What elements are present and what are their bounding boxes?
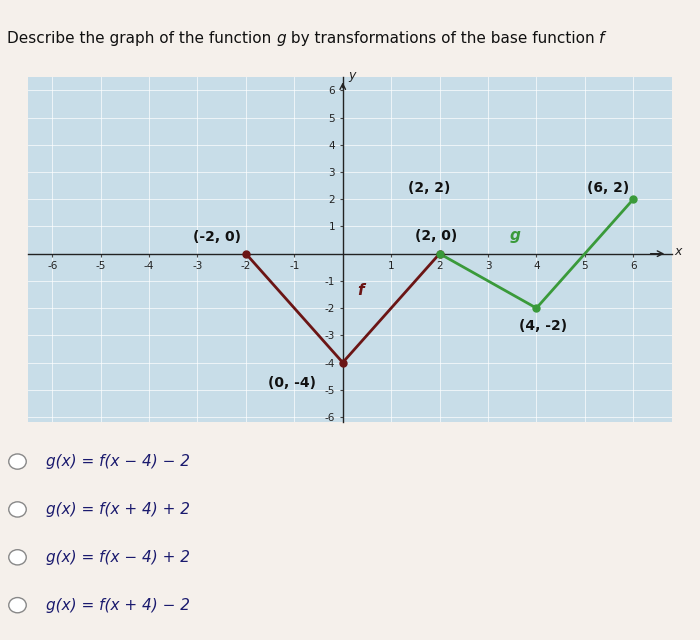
Text: Describe the graph of the function: Describe the graph of the function xyxy=(7,31,276,46)
Text: g(x) = f(x − 4) + 2: g(x) = f(x − 4) + 2 xyxy=(46,550,190,565)
Text: x: x xyxy=(674,245,682,258)
Text: (6, 2): (6, 2) xyxy=(587,182,629,195)
Text: g: g xyxy=(276,31,286,46)
Ellipse shape xyxy=(8,598,27,613)
Ellipse shape xyxy=(8,454,27,469)
Text: f: f xyxy=(599,31,605,46)
Text: (0, -4): (0, -4) xyxy=(267,376,316,390)
Text: (2, 2): (2, 2) xyxy=(408,182,451,195)
Text: g: g xyxy=(510,228,521,243)
Text: g(x) = f(x − 4) − 2: g(x) = f(x − 4) − 2 xyxy=(46,454,190,469)
Text: (-2, 0): (-2, 0) xyxy=(193,230,241,244)
Ellipse shape xyxy=(8,502,27,517)
Text: f: f xyxy=(357,282,364,298)
Text: g(x) = f(x + 4) − 2: g(x) = f(x + 4) − 2 xyxy=(46,598,190,612)
Text: (2, 0): (2, 0) xyxy=(415,229,458,243)
Text: y: y xyxy=(349,69,356,82)
Text: g(x) = f(x + 4) + 2: g(x) = f(x + 4) + 2 xyxy=(46,502,190,517)
Text: (4, -2): (4, -2) xyxy=(519,319,568,333)
Ellipse shape xyxy=(8,550,27,565)
Text: by transformations of the base function: by transformations of the base function xyxy=(286,31,599,46)
